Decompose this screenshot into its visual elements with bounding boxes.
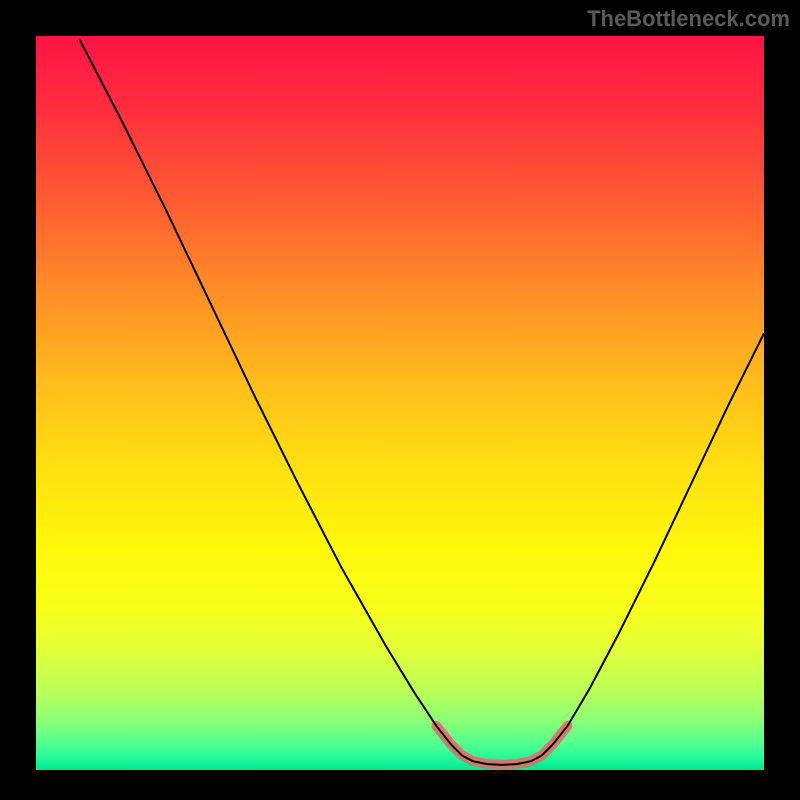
gradient-background <box>36 36 764 770</box>
plot-svg <box>36 36 764 770</box>
watermark-text: TheBottleneck.com <box>587 6 790 32</box>
plot-area <box>36 36 764 770</box>
chart-container: TheBottleneck.com <box>0 0 800 800</box>
